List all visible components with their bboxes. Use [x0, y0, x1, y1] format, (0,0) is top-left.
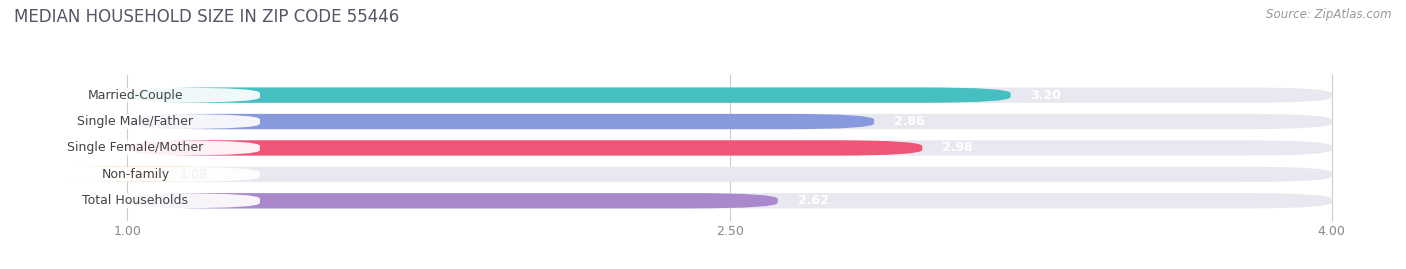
FancyBboxPatch shape [72, 167, 215, 182]
Text: 2.86: 2.86 [894, 115, 925, 128]
Text: MEDIAN HOUSEHOLD SIZE IN ZIP CODE 55446: MEDIAN HOUSEHOLD SIZE IN ZIP CODE 55446 [14, 8, 399, 26]
FancyBboxPatch shape [128, 114, 875, 129]
Text: Married-Couple: Married-Couple [87, 89, 183, 102]
FancyBboxPatch shape [128, 114, 1331, 129]
Text: 3.20: 3.20 [1031, 89, 1062, 102]
FancyBboxPatch shape [128, 193, 1331, 208]
FancyBboxPatch shape [11, 167, 260, 182]
FancyBboxPatch shape [128, 140, 922, 155]
FancyBboxPatch shape [11, 193, 260, 208]
FancyBboxPatch shape [128, 140, 1331, 155]
Text: Total Households: Total Households [83, 194, 188, 207]
Text: Source: ZipAtlas.com: Source: ZipAtlas.com [1267, 8, 1392, 21]
FancyBboxPatch shape [128, 87, 1331, 103]
Text: 2.98: 2.98 [942, 141, 973, 154]
FancyBboxPatch shape [11, 88, 260, 102]
Text: 1.08: 1.08 [180, 168, 208, 181]
Text: Non-family: Non-family [101, 168, 170, 181]
Text: Single Female/Mother: Single Female/Mother [67, 141, 204, 154]
FancyBboxPatch shape [128, 87, 1011, 103]
FancyBboxPatch shape [128, 193, 778, 208]
FancyBboxPatch shape [128, 167, 1331, 182]
FancyBboxPatch shape [11, 114, 260, 129]
Text: 2.62: 2.62 [797, 194, 828, 207]
Text: Single Male/Father: Single Male/Father [77, 115, 194, 128]
FancyBboxPatch shape [11, 141, 260, 155]
